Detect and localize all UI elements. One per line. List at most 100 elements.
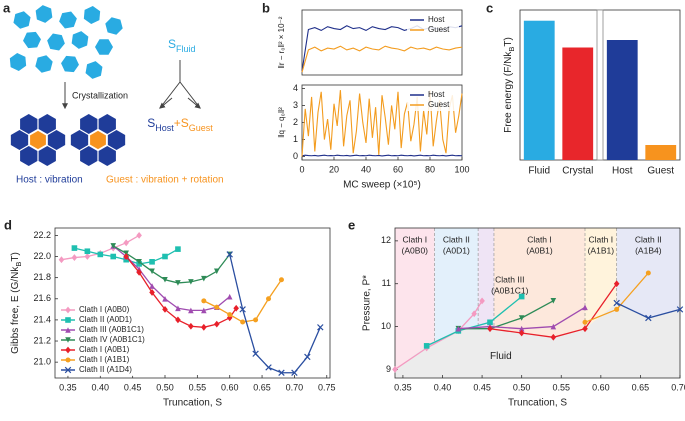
y-tick-label: 0 bbox=[293, 151, 298, 161]
bar bbox=[562, 47, 594, 160]
data-point bbox=[201, 323, 207, 331]
y-tick-label: 3 bbox=[293, 100, 298, 110]
y-axis-label: ‖r − r₀‖² × 10⁻² bbox=[277, 16, 286, 68]
bar bbox=[606, 40, 638, 160]
text-part: T) bbox=[10, 252, 21, 261]
text-part: B bbox=[14, 262, 23, 267]
data-point bbox=[317, 324, 324, 331]
data-point bbox=[71, 254, 78, 261]
chart-line: d Gibbs free, E (G/NkBT) Truncation, S 21.0… bbox=[4, 217, 336, 408]
data-point bbox=[253, 317, 259, 323]
data-point bbox=[162, 295, 168, 302]
fork-arrow bbox=[159, 60, 201, 109]
x-tick-label: 0.50 bbox=[513, 382, 531, 392]
data-point bbox=[479, 297, 485, 305]
x-tick-label: 0.65 bbox=[253, 382, 271, 392]
text-part: B bbox=[507, 47, 516, 52]
series-line bbox=[301, 154, 463, 157]
region-label: Clath I bbox=[527, 234, 552, 244]
data-point bbox=[233, 304, 239, 312]
data-point bbox=[175, 305, 181, 312]
data-point bbox=[645, 314, 652, 322]
host-note: Host : vibration bbox=[16, 175, 83, 186]
fluid-hexagons bbox=[9, 4, 124, 81]
legend-label: Clath II (A1D4) bbox=[79, 365, 132, 374]
plot-frame bbox=[394, 227, 681, 379]
data-point bbox=[518, 315, 525, 321]
data-point bbox=[110, 253, 117, 260]
legend-label: Clath II (A0D1) bbox=[79, 315, 132, 324]
panel-label: e bbox=[348, 217, 355, 232]
y-tick-label: 9 bbox=[386, 364, 391, 374]
data-point bbox=[227, 312, 233, 318]
region-label: Clath III bbox=[495, 274, 524, 284]
data-point bbox=[550, 333, 557, 341]
data-point bbox=[423, 343, 430, 349]
x-tick-label: 20 bbox=[329, 164, 339, 174]
x-tick-label: 0.70 bbox=[671, 382, 685, 392]
x-tick-label: 0.45 bbox=[124, 382, 142, 392]
data-point bbox=[266, 296, 272, 302]
region-label: Clath II bbox=[443, 234, 470, 244]
x-axis-label: Truncation, S bbox=[163, 398, 222, 409]
series-line bbox=[229, 254, 321, 374]
data-point bbox=[123, 253, 129, 260]
x-tick-label: 0.60 bbox=[592, 382, 610, 392]
text-part: S bbox=[168, 37, 176, 51]
y-tick-label: 11 bbox=[382, 278, 391, 288]
panel-label: b bbox=[262, 0, 270, 15]
text-part: T) bbox=[503, 37, 514, 46]
series-line bbox=[458, 300, 554, 330]
data-point bbox=[175, 280, 181, 286]
legend-label: Clath III (A0B1C1) bbox=[79, 325, 144, 334]
data-point bbox=[136, 259, 142, 265]
text-part: S bbox=[181, 116, 189, 130]
legend-label: Host bbox=[428, 15, 445, 24]
data-point bbox=[550, 298, 557, 304]
data-point bbox=[58, 256, 65, 264]
data-point bbox=[582, 319, 588, 325]
y-tick-label: 21.4 bbox=[33, 314, 51, 324]
x-tick-label: 0.35 bbox=[59, 382, 77, 392]
data-point bbox=[84, 253, 91, 260]
legend-label: Guest bbox=[428, 25, 450, 34]
y-tick-label: 1 bbox=[293, 134, 298, 144]
y-tick-label: 2 bbox=[293, 117, 298, 127]
y-tick-label: 21.2 bbox=[33, 335, 51, 345]
arrow bbox=[159, 97, 173, 109]
x-tick-label: 0.65 bbox=[632, 382, 650, 392]
y-tick-label: 21.0 bbox=[33, 357, 51, 367]
text-part: S bbox=[147, 116, 155, 130]
data-point bbox=[239, 306, 246, 313]
x-axis-label: MC sweep (×10⁵) bbox=[343, 180, 421, 191]
y-tick-label: 12 bbox=[381, 235, 391, 245]
x-tick-label: Guest bbox=[647, 166, 674, 177]
crystal-rosette bbox=[70, 114, 126, 166]
data-point bbox=[645, 270, 651, 276]
arrow-label: Crystallization bbox=[72, 90, 128, 100]
data-point bbox=[136, 268, 142, 276]
legend-marker bbox=[65, 337, 71, 343]
x-tick-label: 60 bbox=[393, 164, 403, 174]
chart-bar: c Free energy (F/NkBT) Fluid Crystal Host Gue… bbox=[486, 0, 681, 177]
data-point bbox=[304, 353, 311, 361]
data-point bbox=[188, 307, 194, 314]
x-tick-label: 0.60 bbox=[221, 382, 239, 392]
y-tick-label: 22.0 bbox=[33, 251, 51, 261]
crystal-rosette bbox=[10, 114, 66, 166]
x-tick-label: 0.55 bbox=[552, 382, 570, 392]
s-fluid: SFluid bbox=[168, 37, 196, 54]
x-axis-label: Truncation, S bbox=[508, 398, 567, 409]
data-point bbox=[213, 320, 220, 328]
data-point bbox=[278, 277, 284, 283]
y-tick-label: 21.6 bbox=[33, 293, 51, 303]
data-point bbox=[71, 245, 78, 251]
legend-marker bbox=[65, 306, 71, 314]
region-label: Clath II bbox=[635, 234, 662, 244]
panel-label: a bbox=[3, 0, 11, 15]
region-label: Clath I bbox=[589, 234, 614, 244]
arrow bbox=[187, 97, 201, 109]
